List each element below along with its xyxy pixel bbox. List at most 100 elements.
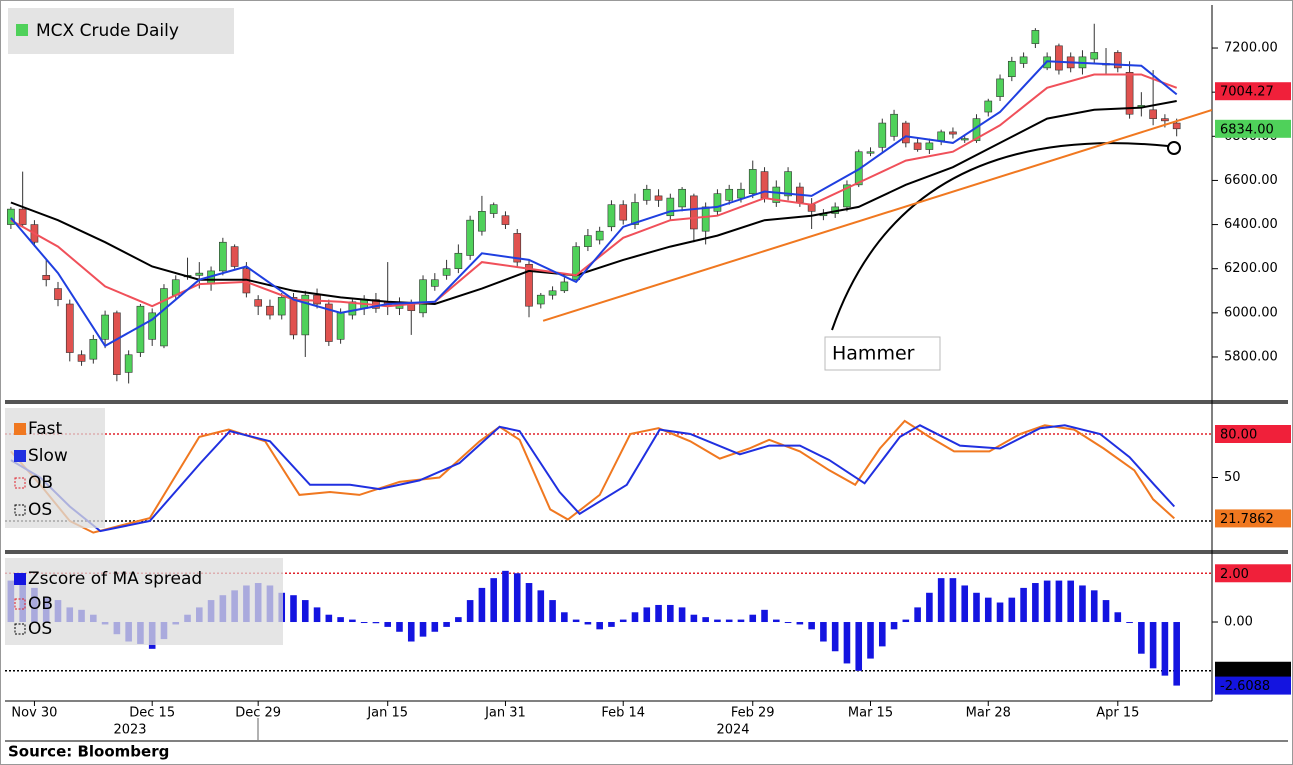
legend-label: Zscore of MA spread xyxy=(28,569,202,589)
bar xyxy=(1173,622,1180,686)
candle-body xyxy=(489,204,498,214)
line xyxy=(10,73,1178,308)
value-marker xyxy=(1215,564,1291,583)
candle-body xyxy=(536,294,545,305)
legend-swatch xyxy=(14,423,26,435)
line xyxy=(542,109,1212,322)
candle-body xyxy=(1031,30,1040,44)
value-marker xyxy=(1215,119,1291,138)
bar xyxy=(349,619,356,623)
candle-body xyxy=(654,195,663,201)
bar xyxy=(1043,580,1051,623)
bar xyxy=(773,619,780,623)
y-tick-label: 5800.00 xyxy=(1224,349,1278,364)
bar xyxy=(443,622,450,627)
bar xyxy=(855,622,863,671)
bar xyxy=(902,619,910,623)
candle-body xyxy=(996,78,1004,97)
bar xyxy=(690,614,698,623)
candle-body xyxy=(160,288,168,347)
bar xyxy=(525,583,533,623)
bar xyxy=(926,592,933,623)
bar xyxy=(761,609,768,623)
legend-label: Slow xyxy=(28,446,68,466)
candle-body xyxy=(878,122,887,148)
bar xyxy=(608,622,615,627)
candle-body xyxy=(913,142,922,150)
candle-body xyxy=(430,279,439,287)
price-panel xyxy=(5,5,1212,400)
candle-body xyxy=(560,281,569,292)
bar xyxy=(702,617,709,623)
y-tick-label: 6600.00 xyxy=(1224,173,1278,188)
x-tick-label: Feb 14 xyxy=(601,706,645,721)
candle-body xyxy=(925,142,934,150)
candle-body xyxy=(171,279,180,296)
candle-body xyxy=(419,279,427,314)
candle-body xyxy=(890,113,898,137)
candle-body xyxy=(949,131,957,135)
annotation-box xyxy=(824,336,941,371)
candle-body xyxy=(348,301,357,316)
legend-label: OB xyxy=(28,594,53,614)
x-tick-label: Apr 15 xyxy=(1096,706,1139,721)
bar xyxy=(1067,580,1074,623)
candle-body xyxy=(1172,122,1181,130)
candle-body xyxy=(442,268,451,276)
candle-body xyxy=(301,294,310,336)
candle-body xyxy=(690,195,698,230)
bar xyxy=(384,622,392,627)
bar xyxy=(360,622,368,624)
candle-body xyxy=(713,193,722,212)
y-tick-label: 6200.00 xyxy=(1224,261,1278,276)
candle-body xyxy=(266,305,274,316)
candle-body xyxy=(701,206,710,232)
bar xyxy=(843,622,851,664)
hammer-circle xyxy=(1167,141,1181,155)
bar xyxy=(419,622,427,637)
candle-body xyxy=(1149,109,1157,119)
bar xyxy=(996,602,1004,623)
bar xyxy=(1055,580,1063,623)
candle-body xyxy=(501,215,510,225)
candle-body xyxy=(725,188,734,201)
candle-body xyxy=(148,312,157,340)
bar xyxy=(1102,600,1110,623)
value-marker-label: 2.00 xyxy=(1220,567,1249,582)
bar xyxy=(749,614,757,623)
legend-box xyxy=(8,8,234,54)
x-tick-label: Dec 15 xyxy=(129,706,175,721)
bar xyxy=(431,622,439,632)
legend-swatch xyxy=(14,573,26,585)
bar xyxy=(478,587,486,623)
bar xyxy=(831,622,839,652)
candle-body xyxy=(478,211,486,232)
candle-body xyxy=(42,275,51,281)
bar xyxy=(407,622,415,642)
y-tick-label: 50 xyxy=(1224,470,1241,485)
candle-body xyxy=(54,288,62,300)
year-label: 2024 xyxy=(716,723,749,738)
candle-body xyxy=(1007,60,1016,78)
bar xyxy=(337,617,344,623)
legend-label: OS xyxy=(28,500,52,520)
bar xyxy=(396,622,403,632)
candle-body xyxy=(595,230,604,241)
bar xyxy=(1161,622,1169,676)
y-tick-label: 0.00 xyxy=(1224,615,1253,630)
candle-body xyxy=(219,241,227,272)
candle-body xyxy=(230,246,239,267)
candle-body xyxy=(195,272,204,276)
bar xyxy=(1008,597,1016,623)
chart-title: MCX Crude Daily xyxy=(36,21,179,41)
bar xyxy=(820,622,827,642)
candle-body xyxy=(984,100,993,113)
candle-body xyxy=(548,290,557,296)
candle-body xyxy=(937,131,945,142)
candle-body xyxy=(124,354,133,373)
bar xyxy=(867,622,874,659)
candle-body xyxy=(466,219,474,256)
value-marker-label: 6834.00 xyxy=(1220,122,1274,137)
bar xyxy=(1126,622,1133,624)
